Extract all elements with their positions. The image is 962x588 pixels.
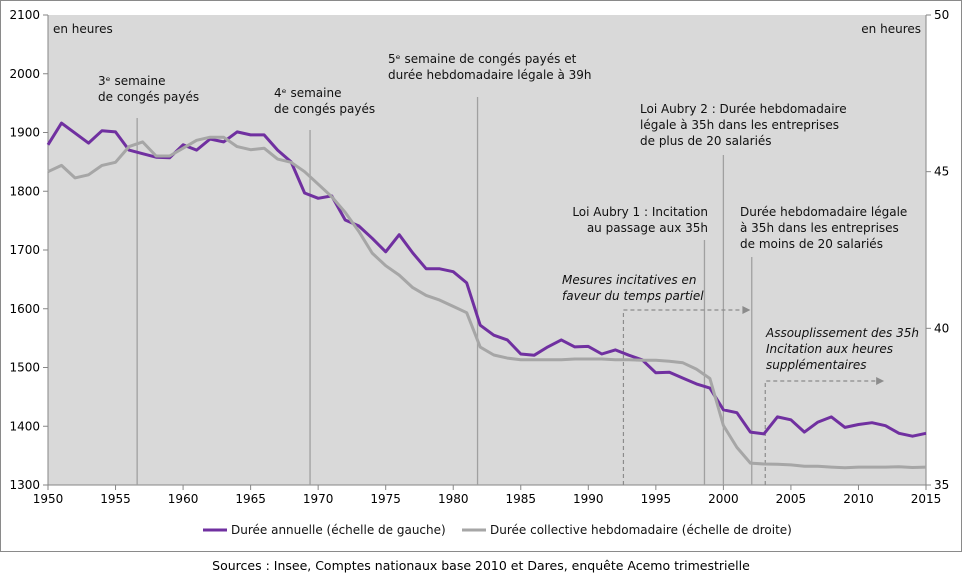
period-arrow <box>622 309 743 485</box>
x-tick-label: 2015 <box>911 492 942 506</box>
y-left-tick-label: 2000 <box>9 67 40 81</box>
y-right-tick-label: 45 <box>934 165 949 179</box>
y-right-tick-label: 35 <box>934 478 949 492</box>
period-arrow <box>764 380 877 485</box>
event-label: Durée hebdomadaire légale <box>740 205 907 219</box>
event-label: 3ᵉ semaine <box>98 74 165 88</box>
event-label: durée hebdomadaire légale à 39h <box>388 68 592 82</box>
x-tick-label: 1970 <box>303 492 334 506</box>
line-chart: 1300 1400 1500 1600 1700 1800 1900 2000 2100 35 40… <box>9 8 949 537</box>
event-label: 4ᵉ semaine <box>274 86 341 100</box>
arrow-head-icon <box>742 306 751 314</box>
x-tick-label: 1975 <box>370 492 401 506</box>
event-label: 5ᵉ semaine de congés payés et <box>388 52 577 66</box>
y-left-tick-label: 1400 <box>9 419 40 433</box>
x-tick-label: 1950 <box>33 492 64 506</box>
event-label: légale à 35h dans les entreprises <box>640 118 839 132</box>
x-tick-label: 1960 <box>168 492 199 506</box>
y-left-tick-label: 1600 <box>9 302 40 316</box>
y-left-tick-label: 1900 <box>9 126 40 140</box>
y-left-tick-label: 1500 <box>9 361 40 375</box>
y-left-tick-label: 2100 <box>9 8 40 22</box>
event-label: à 35h dans les entreprises <box>740 221 899 235</box>
x-tick-label: 1990 <box>573 492 604 506</box>
plot-area <box>48 15 926 485</box>
event-label: de congés payés <box>98 90 199 104</box>
legend-label: Durée collective hebdomadaire (échelle d… <box>490 523 792 537</box>
event-label: de congés payés <box>274 102 375 116</box>
x-tick-label: 1995 <box>641 492 672 506</box>
y-left-unit-label: en heures <box>53 22 113 36</box>
y-left-tick-label: 1700 <box>9 243 40 257</box>
legend-label: Durée annuelle (échelle de gauche) <box>231 523 446 537</box>
event-label: Loi Aubry 1 : Incitation <box>572 205 708 219</box>
period-label: Incitation aux heures <box>766 342 893 356</box>
x-tick-label: 1980 <box>438 492 469 506</box>
y-right-unit-label: en heures <box>861 22 921 36</box>
series-line-1 <box>46 121 927 438</box>
event-label: de moins de 20 salariés <box>740 237 883 251</box>
y-left-tick-label: 1800 <box>9 184 40 198</box>
period-label: Assouplissement des 35h <box>765 326 919 340</box>
x-tick-label: 1985 <box>505 492 536 506</box>
event-label: Loi Aubry 2 : Durée hebdomadaire <box>640 102 847 116</box>
event-label: de plus de 20 salariés <box>640 134 772 148</box>
series-line-2 <box>47 135 927 470</box>
period-label: Mesures incitatives en <box>562 273 696 287</box>
x-tick-label: 1965 <box>235 492 266 506</box>
period-label: supplémentaires <box>766 358 866 372</box>
arrow-head-icon <box>876 377 885 385</box>
x-tick-label: 2005 <box>776 492 807 506</box>
x-tick-label: 2010 <box>843 492 874 506</box>
y-right-tick-label: 40 <box>934 321 949 335</box>
event-label: au passage aux 35h <box>587 221 708 235</box>
period-label: faveur du temps partiel <box>562 289 704 303</box>
y-right-tick-label: 50 <box>934 8 949 22</box>
y-left-tick-label: 1300 <box>9 478 40 492</box>
source-note: Sources : Insee, Comptes nationaux base … <box>212 558 750 573</box>
x-tick-label: 1955 <box>100 492 131 506</box>
x-tick-label: 2000 <box>708 492 739 506</box>
